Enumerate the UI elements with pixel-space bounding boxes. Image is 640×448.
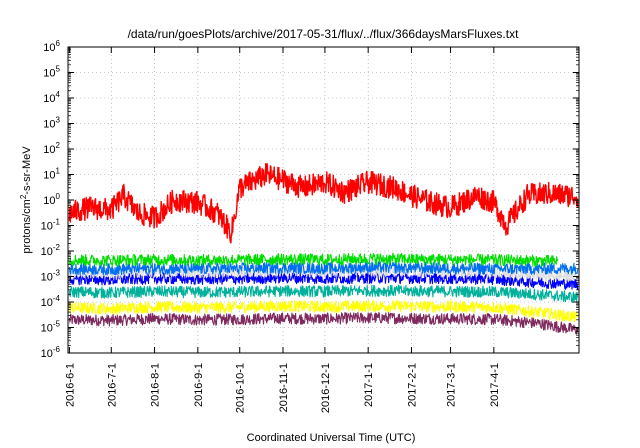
x-tick-label: 2017-1-1: [363, 363, 375, 407]
y-tick-label: 10-6: [41, 345, 61, 360]
x-tick-label: 2016-11-1: [278, 363, 290, 412]
chart-title: /data/run/goesPlots/archive/2017-05-31/f…: [128, 27, 520, 41]
y-axis-label: protons/cm2-s-sr-MeV: [19, 146, 33, 254]
y-tick-label: 101: [43, 167, 60, 182]
series-line: [68, 261, 579, 276]
x-tick-label: 2016-7-1: [106, 363, 118, 407]
y-tick-label: 10-4: [41, 294, 61, 309]
x-tick-label: 2016-8-1: [150, 363, 162, 407]
y-tick-label: 106: [43, 39, 60, 54]
series-layer: [68, 163, 579, 335]
x-tick-label: 2016-10-1: [235, 363, 247, 413]
series-line: [68, 252, 559, 267]
x-tick-label: 2016-12-1: [320, 363, 332, 413]
y-tick-label: 102: [43, 141, 60, 156]
x-axis-label: Coordinated Universal Time (UTC): [247, 432, 416, 444]
y-axis: 10-6 10-5 10-4 10-3 10-2 10-1 100 101 102 103 104 1…: [41, 39, 61, 360]
x-tick-label: 2016-6-1: [64, 363, 76, 407]
y-tick-label: 100: [43, 192, 60, 207]
series-line: [68, 284, 579, 304]
y-tick-label: 10-1: [41, 218, 61, 233]
series-line: [68, 311, 579, 335]
y-tick-label: 10-2: [41, 243, 61, 258]
y-tick-label: 103: [43, 116, 60, 131]
y-tick-label: 10-5: [41, 320, 61, 335]
y-tick-label: 105: [43, 65, 60, 80]
x-tick-label: 2017-3-1: [446, 363, 458, 407]
axis-ticks: [68, 46, 579, 354]
series-line: [68, 299, 579, 323]
x-tick-label: 2017-4-1: [489, 363, 501, 407]
y-tick-label: 10-3: [41, 269, 61, 284]
x-axis: 2016-6-1 2016-7-1 2016-8-1 2016-9-1 2016-10-…: [64, 363, 500, 413]
x-tick-label: 2017-2-1: [406, 363, 418, 407]
x-tick-label: 2016-9-1: [193, 363, 205, 407]
y-tick-label: 104: [43, 90, 60, 105]
series-line: [68, 163, 579, 244]
